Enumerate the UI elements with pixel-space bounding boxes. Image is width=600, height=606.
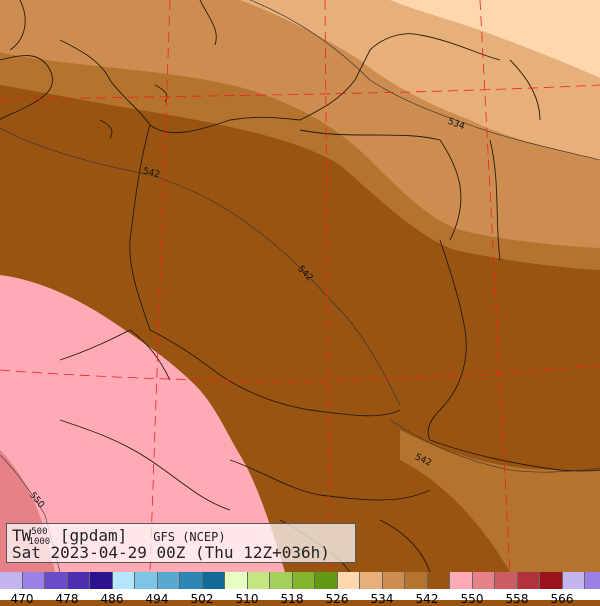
colorbar-swatch [225,572,248,589]
colorbar-tick-label: 502 [190,592,214,606]
colorbar-tick-label: 558 [505,592,529,606]
band-550-558 [0,275,285,572]
colorbar-swatch [562,572,585,589]
map-legend: TW5001000 [gpdam] GFS (NCEP) Sat 2023-04-… [6,523,356,563]
colorbar-swatch [495,572,518,589]
colorbar-swatch [382,572,405,589]
band-534-542-south [400,430,600,572]
colorbar-tick-label: 486 [100,592,124,606]
colorbar-tick-label: 550 [460,592,484,606]
colorbar-swatch [157,572,180,589]
colorbar-tick-label: 566 [550,592,574,606]
colorbar-swatch [472,572,495,589]
colorbar-swatch [450,572,473,589]
contour-542-south [389,419,600,473]
colorbar-swatch [45,572,68,589]
colorbar-swatch [585,572,600,589]
colorbar-swatches [0,572,600,589]
legend-variable: TW [12,526,32,545]
colorbar-tick-label: 470 [10,592,34,606]
contour-label-542-north: 542 [142,166,161,180]
legend-subscript: 1000 [28,537,51,547]
colorbar-swatch [427,572,450,589]
colorbar-swatch [540,572,563,589]
colorbar-tick-label: 510 [235,592,259,606]
colorbar-swatch [247,572,270,589]
legend-variable-line: TW5001000 [gpdam] GFS (NCEP) [12,526,226,547]
colorbar: 470 478 486 494 502 510 518 526 534 542 550 558 566 [0,572,600,606]
colorbar-swatch [90,572,113,589]
weather-map: 534 542 542 542 550 [0,0,600,572]
colorbar-tick-label: 494 [145,592,169,606]
legend-unit: [gpdam] [59,526,128,545]
contour-550 [0,454,61,572]
colorbar-tick-label: 526 [325,592,349,606]
colorbar-swatch [315,572,338,589]
colorbar-swatch [180,572,203,589]
lat-lon-grid [0,0,600,572]
colorbar-tick-label: 518 [280,592,304,606]
colorbar-swatch [517,572,540,589]
colorbar-swatch [67,572,90,589]
legend-model: GFS (NCEP) [153,530,226,544]
colorbar-swatch [22,572,45,589]
contour-534 [249,0,600,161]
colorbar-swatch [0,572,23,589]
band-510-518 [390,0,600,78]
colorbar-swatch [202,572,225,589]
colorbar-swatch [112,572,135,589]
colorbar-tick-label: 534 [370,592,394,606]
colorbar-swatch [270,572,293,589]
borders [0,0,600,572]
contour-542 [0,127,401,406]
legend-superscript: 500 [31,527,48,537]
legend-datetime: Sat 2023-04-29 00Z (Thu 12Z+036h) [12,543,330,562]
colorbar-swatch [360,572,383,589]
colorbar-tick-label: 478 [55,592,79,606]
colorbar-tick-label: 542 [415,592,439,606]
colorbar-swatch [292,572,315,589]
colorbar-swatch [405,572,428,589]
colorbar-swatch [337,572,360,589]
colorbar-swatch [135,572,158,589]
